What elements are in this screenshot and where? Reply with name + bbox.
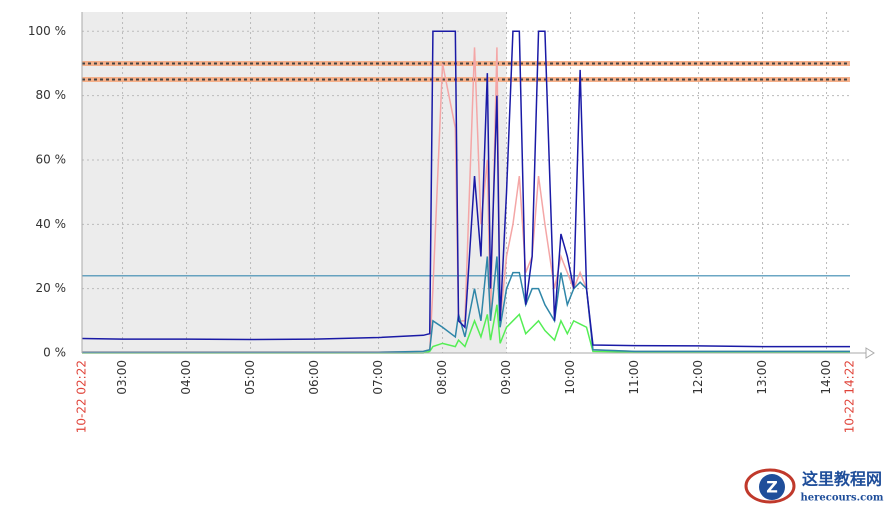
y-tick-label: 20 % [36,281,67,295]
x-tick-label: 05:00 [243,360,257,395]
y-tick-label: 80 % [36,88,67,102]
x-tick-label: 13:00 [755,360,769,395]
x-end-label: 10-22 02:22 [75,360,89,433]
y-tick-label: 0 % [43,346,66,360]
x-tick-label: 10:00 [563,360,577,395]
series-line [82,256,850,354]
series-line [81,30,850,348]
x-end-label: 10-22 14:22 [843,360,857,433]
watermark-title: 这里教程网 [802,470,882,489]
shaded-region [82,12,507,353]
logo-letter: Z [766,478,778,497]
x-axis-arrow [865,347,875,359]
watermark-url: herecours.com [800,493,883,504]
x-tick-label: 14:00 [819,360,833,395]
x-tick-label: 07:00 [371,360,385,395]
x-tick-label: 03:00 [115,360,129,395]
x-tick-label: 06:00 [307,360,321,395]
y-tick-label: 60 % [36,152,67,166]
x-tick-label: 09:00 [499,360,513,395]
x-tick-label: 11:00 [627,360,641,395]
x-tick-label: 12:00 [691,360,705,395]
x-tick-label: 08:00 [435,360,449,395]
x-tick-label: 04:00 [179,360,193,395]
watermark: Z 这里教程网 herecours.com [744,468,884,504]
logo [744,468,796,504]
logo-circle [759,474,785,500]
y-tick-label: 100 % [28,24,66,38]
y-tick-label: 40 % [36,217,67,231]
